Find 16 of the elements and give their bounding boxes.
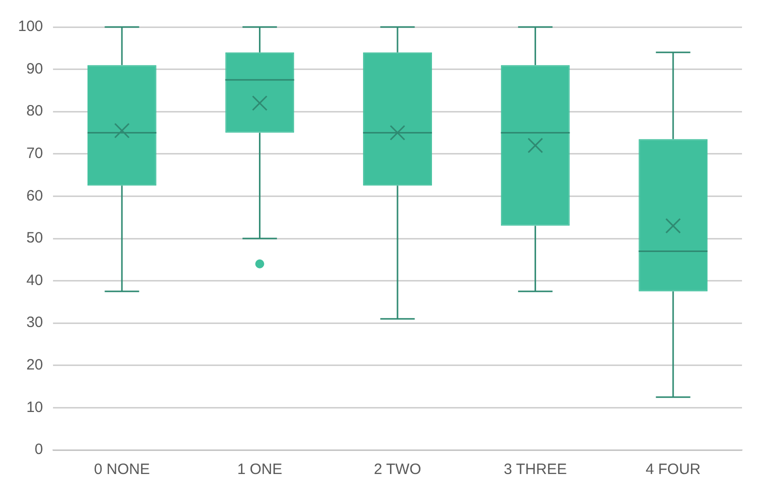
y-tick-label: 70 <box>26 145 44 162</box>
y-tick-label: 20 <box>26 356 44 374</box>
y-tick-label: 10 <box>26 398 44 416</box>
y-tick-label: 50 <box>26 230 44 247</box>
x-tick-label: 4 FOUR <box>646 461 701 478</box>
y-tick-label: 30 <box>26 314 44 332</box>
x-tick-label: 0 NONE <box>94 461 150 478</box>
y-tick-label: 40 <box>26 272 44 289</box>
x-tick-label: 3 THREE <box>504 461 567 478</box>
y-tick-label: 90 <box>26 60 44 78</box>
y-tick-label: 80 <box>26 102 44 120</box>
y-tick-label: 100 <box>18 18 44 36</box>
x-tick-label: 2 TWO <box>374 461 422 478</box>
x-tick-label: 1 ONE <box>237 461 282 478</box>
y-tick-label: 0 <box>34 441 44 458</box>
y-tick-label: 60 <box>26 187 44 204</box>
